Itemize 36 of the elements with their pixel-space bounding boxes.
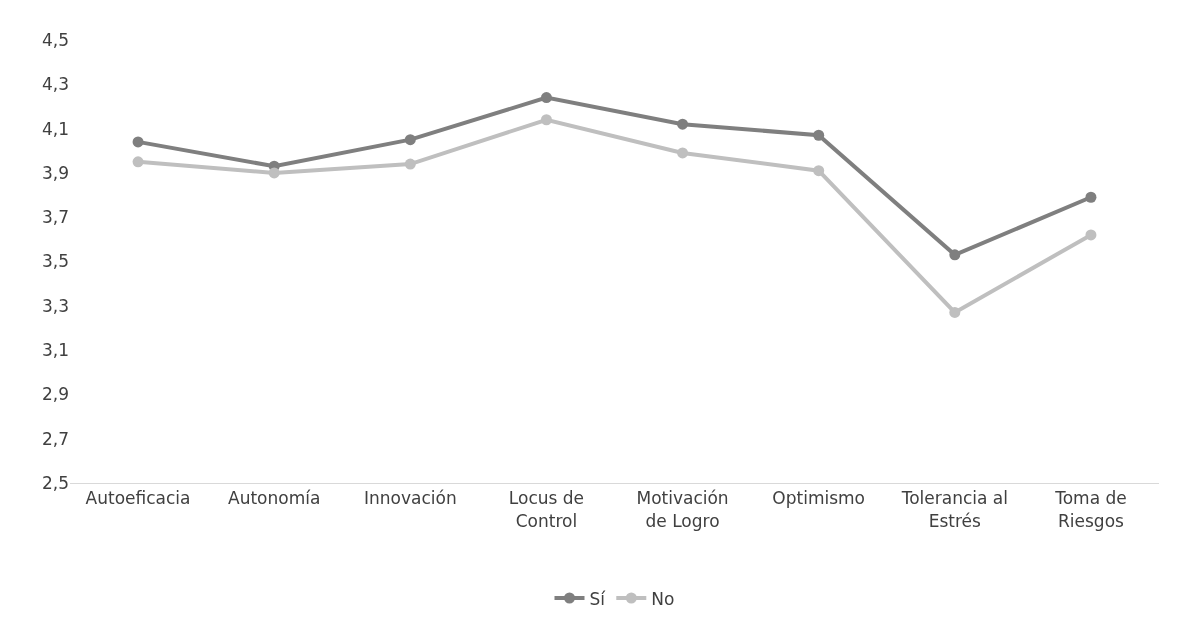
x-tick-label: Motivación de Logro [636, 488, 729, 531]
y-tick-label: 3,1 [41, 340, 69, 361]
point [540, 92, 552, 104]
y-tick-label: 3,3 [41, 295, 69, 316]
x-tick-label: Innovación [363, 488, 457, 509]
point [1085, 229, 1097, 241]
point [132, 136, 144, 148]
y-tick-label: 4,1 [41, 118, 69, 139]
point [1085, 191, 1097, 203]
point [268, 167, 280, 179]
x-tick-label: Toma de Riesgos [1054, 488, 1127, 531]
y-tick-label: 3,9 [41, 162, 69, 183]
x-tick-label: Optimismo [772, 488, 866, 509]
point [540, 114, 552, 126]
y-tick-label: 2,5 [41, 472, 69, 493]
x-tick-label: Tolerancia al Estrés [900, 488, 1008, 531]
y-tick-label: 2,9 [41, 384, 69, 405]
y-tick-label: 4,5 [41, 29, 69, 50]
point [677, 118, 689, 130]
x-tick-label: Autoeficacia [85, 488, 191, 509]
point [404, 134, 416, 146]
point [949, 249, 961, 261]
legend-label: Sí [589, 588, 607, 609]
y-tick-label: 2,7 [41, 428, 69, 449]
x-tick-label: Autonomía [228, 488, 321, 509]
point [677, 147, 689, 159]
point [813, 129, 825, 141]
y-tick-label: 4,3 [41, 74, 69, 95]
point [949, 306, 961, 318]
point [813, 165, 825, 177]
point [404, 158, 416, 170]
legend-label: No [651, 588, 675, 609]
x-tick-label: Locus de Control [508, 488, 585, 531]
y-tick-label: 3,5 [41, 251, 69, 272]
y-tick-label: 3,7 [41, 207, 69, 228]
point [132, 156, 144, 168]
